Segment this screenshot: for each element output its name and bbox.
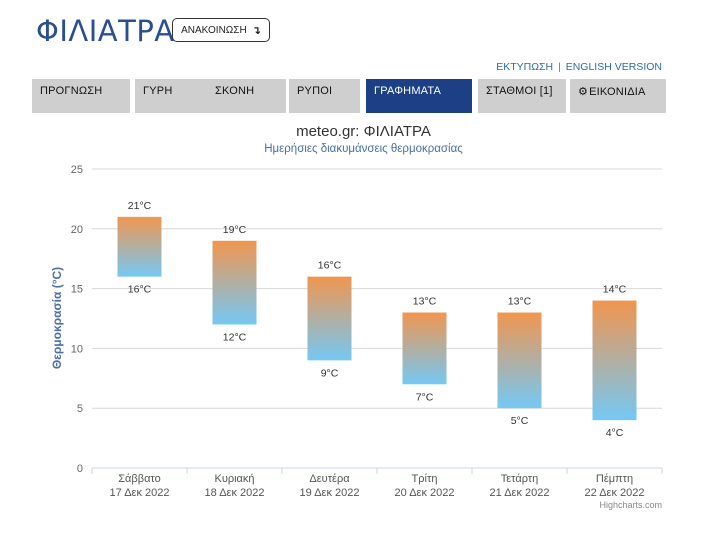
chart-credits[interactable]: Highcharts.com xyxy=(599,500,662,510)
x-tick-label-date: 18 Δεκ 2022 xyxy=(205,487,265,499)
temperature-bar[interactable] xyxy=(497,312,542,409)
download-arrow-icon: ↴ xyxy=(251,24,261,37)
tab-widgets[interactable]: ⚙ΕΙΚΟΝΙΔΙΑ xyxy=(570,79,666,113)
x-tick-label-date: 20 Δεκ 2022 xyxy=(395,487,455,499)
chart-subtitle: Ημερήσιες διακυμάνσεις θερμοκρασίας xyxy=(264,143,463,155)
high-temp-label: 14°C xyxy=(603,284,627,296)
temperature-bar[interactable] xyxy=(402,312,447,385)
top-links: ΕΚΤΥΠΩΣΗ | ENGLISH VERSION xyxy=(496,61,662,73)
low-temp-label: 7°C xyxy=(416,391,434,403)
x-tick-label-day: Κυριακή xyxy=(214,473,254,485)
x-tick-label-date: 19 Δεκ 2022 xyxy=(300,487,360,499)
y-tick-label: 5 xyxy=(77,403,83,415)
announcements-label: ΑΝΑΚΟΙΝΩΣΗ xyxy=(181,24,247,36)
y-tick-label: 10 xyxy=(71,343,83,355)
announcements-button[interactable]: ΑΝΑΚΟΙΝΩΣΗ ↴ xyxy=(172,18,270,42)
y-tick-label: 25 xyxy=(71,164,83,176)
x-tick-label-day: Πέμπτη xyxy=(596,473,633,485)
high-temp-label: 13°C xyxy=(413,296,437,308)
y-tick-label: 0 xyxy=(77,463,83,475)
low-temp-label: 5°C xyxy=(511,415,529,427)
print-link[interactable]: ΕΚΤΥΠΩΣΗ xyxy=(496,61,554,73)
x-tick-label-day: Τετάρτη xyxy=(501,473,539,485)
high-temp-label: 13°C xyxy=(508,296,532,308)
page-title: ΦΙΛΙΑΤΡΑ xyxy=(36,14,175,48)
tab-forecast[interactable]: ΠΡΟΓΝΩΣΗ xyxy=(32,79,130,113)
low-temp-label: 12°C xyxy=(223,331,247,343)
temperature-bar[interactable] xyxy=(307,276,352,361)
y-tick-label: 20 xyxy=(71,224,83,236)
high-temp-label: 16°C xyxy=(318,260,342,272)
low-temp-label: 16°C xyxy=(128,284,152,296)
tab-dust[interactable]: ΣΚΟΝΗ xyxy=(207,79,286,113)
low-temp-label: 4°C xyxy=(606,427,624,439)
temperature-bar[interactable] xyxy=(212,240,257,325)
tab-charts[interactable]: ΓΡΑΦΗΜΑΤΑ xyxy=(366,79,472,113)
chart-title: meteo.gr: ΦΙΛΙΑΤΡΑ xyxy=(296,123,431,140)
x-tick-label-day: Τρίτη xyxy=(412,473,438,485)
x-tick-label-date: 21 Δεκ 2022 xyxy=(490,487,550,499)
x-tick-label-date: 17 Δεκ 2022 xyxy=(110,487,170,499)
x-tick-label-day: Σάββατο xyxy=(118,473,160,485)
tab-pollutants[interactable]: ΡΥΠΟΙ xyxy=(289,79,360,113)
temperature-bar[interactable] xyxy=(117,216,162,277)
x-tick-label-date: 22 Δεκ 2022 xyxy=(585,487,645,499)
low-temp-label: 9°C xyxy=(321,367,339,379)
tab-pollen[interactable]: ΓΥΡΗ xyxy=(135,79,212,113)
english-version-link[interactable]: ENGLISH VERSION xyxy=(565,61,662,73)
link-separator: | xyxy=(558,61,561,73)
x-tick-label-day: Δευτέρα xyxy=(309,473,350,485)
y-tick-label: 15 xyxy=(71,284,83,296)
temperature-bar[interactable] xyxy=(592,300,637,421)
y-axis-label: Θερμοκρασία (°C) xyxy=(50,267,64,369)
high-temp-label: 21°C xyxy=(128,200,152,212)
high-temp-label: 19°C xyxy=(223,224,247,236)
gear-icon: ⚙ xyxy=(578,86,589,98)
tab-stations[interactable]: ΣΤΑΘΜΟΙ [1] xyxy=(478,79,566,113)
